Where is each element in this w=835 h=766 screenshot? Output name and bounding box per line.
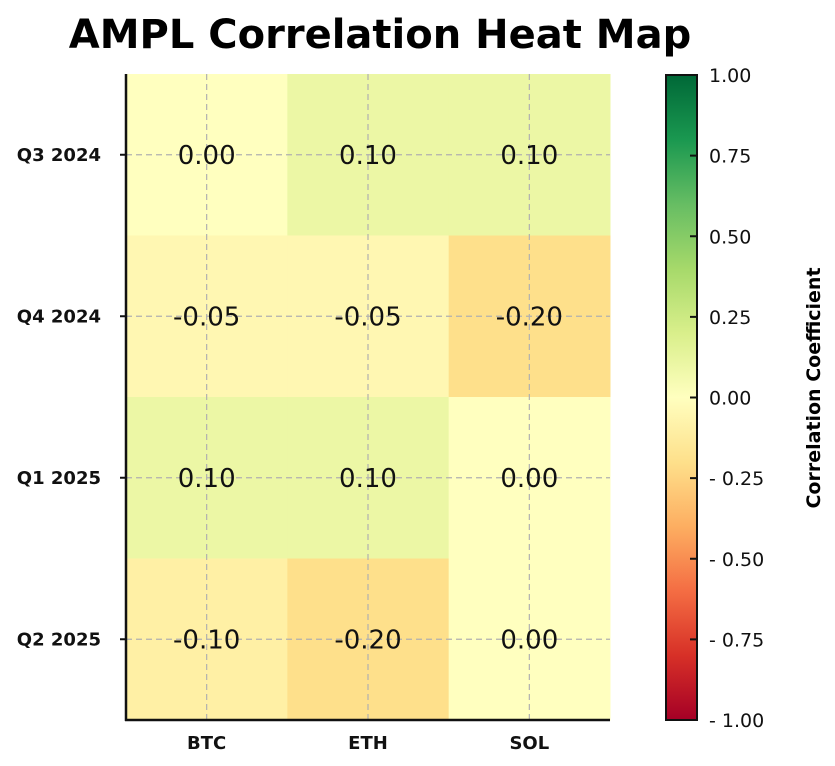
colorbar-tick-label: 1.00 (709, 65, 751, 87)
cell-value-label: -0.20 (334, 625, 401, 655)
cell-value-label: 0.10 (178, 464, 236, 494)
x-tick-label: BTC (187, 733, 226, 754)
y-tick-label: Q1 2025 (17, 468, 101, 489)
colorbar-tick-label: - 0.25 (709, 468, 764, 490)
cell-value-label: 0.00 (178, 141, 236, 171)
cell-value-label: 0.10 (339, 464, 397, 494)
colorbar-ticks: 1.00 0.75 0.50 0.25 0.00 - 0.25 - 0.50 - 0.75 - … (690, 65, 764, 732)
colorbar-tick-label: - 0.75 (709, 629, 764, 651)
colorbar-tick-label: 0.00 (709, 388, 751, 410)
x-tick-label: SOL (509, 733, 549, 754)
colorbar-tick-label: 0.50 (709, 226, 751, 248)
cell-value-label: 0.10 (339, 141, 397, 171)
cell-value-label: -0.05 (334, 302, 401, 332)
chart-title: AMPL Correlation Heat Map (69, 12, 691, 58)
colorbar: 1.00 0.75 0.50 0.25 0.00 - 0.25 - 0.50 - 0.75 - … (665, 65, 825, 732)
x-axis-ticks: BTC ETH SOL (187, 733, 549, 754)
colorbar-tick-label: 0.25 (709, 307, 751, 329)
cell-labels: 0.00 0.10 0.10 -0.05 -0.05 -0.20 0.10 0.10 0.00 -… (173, 141, 563, 656)
cell-value-label: -0.05 (173, 302, 240, 332)
colorbar-label: Correlation Coefficient (803, 267, 825, 508)
axes (124, 74, 610, 722)
colorbar-tick-label: - 1.00 (709, 710, 764, 732)
cell-value-label: 0.00 (500, 625, 558, 655)
y-tick-label: Q3 2024 (17, 145, 101, 166)
cell-value-label: 0.00 (500, 464, 558, 494)
y-tick-label: Q4 2024 (17, 306, 101, 327)
cell-value-label: 0.10 (500, 141, 558, 171)
colorbar-tick-label: 0.75 (709, 146, 751, 168)
x-tick-label: ETH (348, 733, 388, 754)
grid-lines (126, 74, 610, 720)
y-axis-ticks: Q3 2024 Q4 2024 Q1 2025 Q2 2025 (17, 145, 126, 650)
cell-value-label: -0.10 (173, 625, 240, 655)
y-tick-label: Q2 2025 (17, 629, 101, 650)
colorbar-tick-label: - 0.50 (709, 549, 764, 571)
cell-value-label: -0.20 (496, 302, 563, 332)
